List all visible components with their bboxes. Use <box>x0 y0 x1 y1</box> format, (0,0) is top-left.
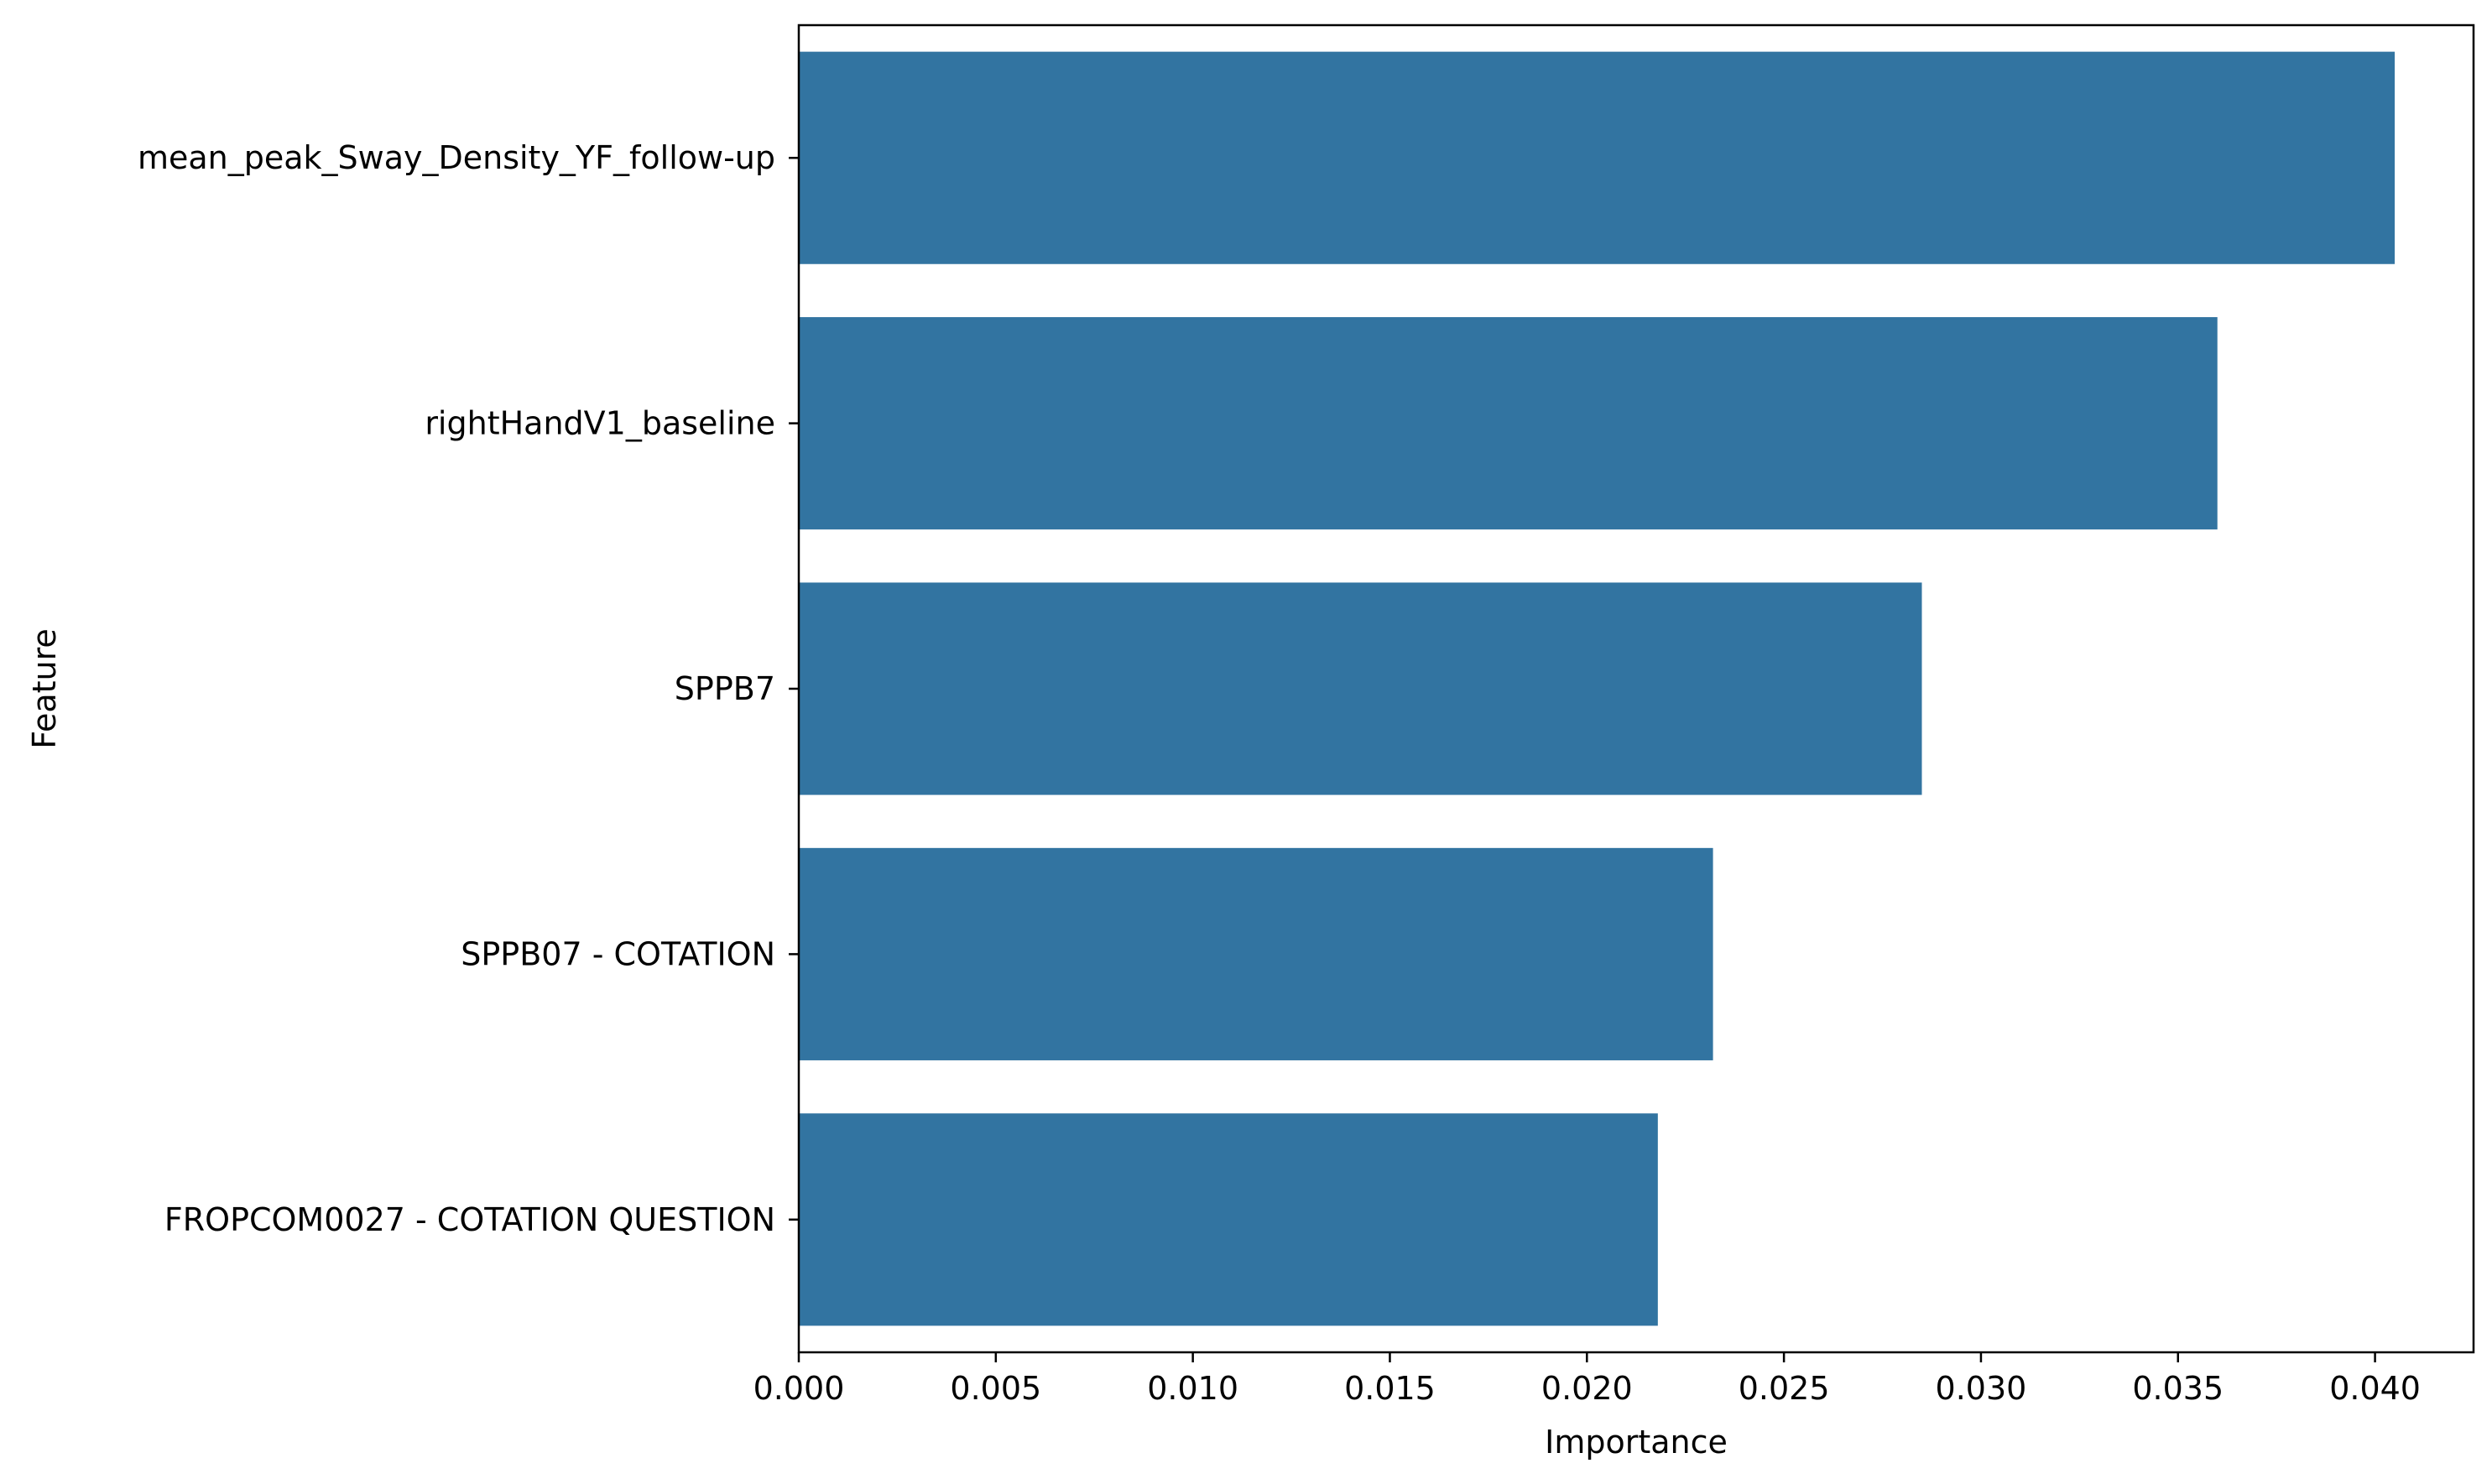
bar <box>799 51 2396 264</box>
y-axis-label: Feature <box>26 628 63 749</box>
x-tick-label: 0.020 <box>1541 1370 1633 1407</box>
y-tick-label: FROPCOM0027 - COTATION QUESTION <box>164 1201 775 1238</box>
y-tick-label: mean_peak_Sway_Density_YF_follow-up <box>138 139 775 176</box>
x-tick-label: 0.015 <box>1344 1370 1436 1407</box>
y-tick-label: rightHandV1_baseline <box>425 405 775 442</box>
x-tick-label: 0.030 <box>1936 1370 2027 1407</box>
bar <box>799 317 2218 530</box>
x-tick-label: 0.035 <box>2132 1370 2224 1407</box>
y-ticks-layer: mean_peak_Sway_Density_YF_follow-upright… <box>138 139 799 1238</box>
bars-layer <box>799 51 2396 1326</box>
x-tick-label: 0.000 <box>753 1370 845 1407</box>
bar <box>799 847 1713 1060</box>
y-tick-label: SPPB07 - COTATION <box>461 935 775 972</box>
x-tick-label: 0.010 <box>1147 1370 1238 1407</box>
x-tick-label: 0.025 <box>1739 1370 1830 1407</box>
x-tick-label: 0.005 <box>950 1370 1041 1407</box>
x-axis-label: Importance <box>1545 1424 1728 1461</box>
bar <box>799 582 1922 795</box>
plot-frame <box>797 23 2475 1354</box>
y-tick-label: SPPB7 <box>675 670 775 707</box>
x-ticks-layer: 0.000 0.005 0.010 0.015 0.020 0.025 0.030 0.035… <box>753 1352 2421 1407</box>
bar <box>799 1113 1658 1326</box>
x-tick-label: 0.040 <box>2329 1370 2421 1407</box>
